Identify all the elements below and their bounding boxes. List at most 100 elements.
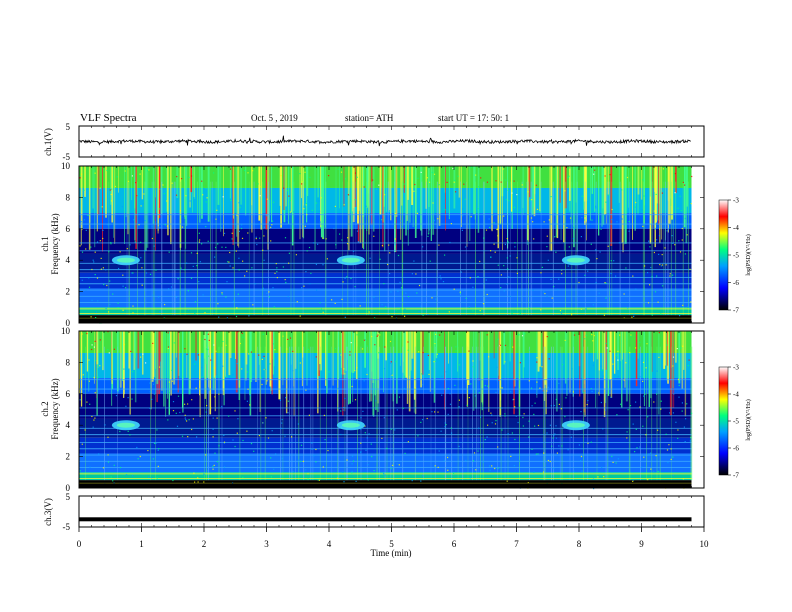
spectrogram-speckle <box>207 470 209 472</box>
spectrogram-speckle <box>143 193 145 195</box>
spectrogram-speckle <box>595 205 597 207</box>
time-tick-9: 9 <box>639 527 644 549</box>
spectrogram-speckle <box>633 315 635 317</box>
sferic-streak <box>435 331 438 359</box>
spectrogram-speckle <box>235 315 238 318</box>
spectrogram-speckle <box>458 445 460 447</box>
sferic-streak <box>594 166 596 212</box>
spectrogram-speckle <box>486 334 488 336</box>
spectrogram-speckle <box>659 228 661 230</box>
spectrogram-speckle <box>309 176 311 178</box>
spectrogram-speckle <box>384 194 386 196</box>
sferic-streak <box>587 346 589 481</box>
spectrogram-speckle <box>208 355 210 357</box>
spectrogram-speckle <box>632 275 634 277</box>
sferic-streak <box>366 166 369 208</box>
spectrogram-speckle <box>203 473 205 475</box>
spectrogram-speckle <box>381 437 383 439</box>
sferic-streak <box>128 181 130 316</box>
spectrogram-speckle <box>567 176 569 178</box>
spectrogram-speckle <box>338 407 340 409</box>
spectrogram-speckle <box>592 304 594 306</box>
time-tick-8: 8 <box>577 527 582 549</box>
sferic-streak <box>478 331 480 381</box>
spectrogram-speckle <box>658 332 660 334</box>
spectrogram-speckle <box>167 346 170 348</box>
sferic-streak <box>444 331 445 410</box>
sferic-streak <box>477 166 480 233</box>
sferic-streak <box>116 331 119 392</box>
spectrogram-speckle <box>256 244 258 246</box>
sferic-streak <box>354 166 357 207</box>
sferic-streak <box>414 166 417 238</box>
sferic-streak <box>342 181 343 316</box>
sferic-streak <box>344 346 346 481</box>
spectrogram-speckle <box>516 194 518 196</box>
sferic-streak <box>291 166 294 246</box>
spectrogram-speckle <box>404 308 406 310</box>
spectrogram-speckle <box>672 474 674 476</box>
spectrogram-speckle <box>665 264 667 266</box>
sferic-streak <box>430 346 432 481</box>
spectrogram-speckle <box>216 417 218 419</box>
spectrogram-speckle <box>612 461 614 463</box>
spectrogram-speckle <box>279 399 281 401</box>
time-tick-10: 10 <box>700 527 709 549</box>
spectrogram-speckle <box>149 382 151 384</box>
spectrogram-speckle <box>167 332 169 334</box>
spectrogram-speckle <box>308 414 310 416</box>
spectrogram-speckle <box>418 284 421 287</box>
sferic-streak <box>643 331 645 379</box>
sferic-streak <box>405 166 407 236</box>
spectrogram-speckle <box>403 183 405 185</box>
spectrogram-speckle <box>606 297 608 299</box>
date-label: Oct. 5 , 2019 <box>251 113 298 123</box>
spectrogram-speckle <box>187 290 189 292</box>
spectrogram-speckle <box>148 476 150 478</box>
sferic-streak <box>609 331 612 380</box>
spectrogram-speckle <box>369 257 371 259</box>
spectrogram-speckle <box>105 269 107 271</box>
sferic-streak <box>556 166 559 239</box>
spectrogram-speckle <box>632 479 634 481</box>
sferic-streak <box>128 331 130 369</box>
sferic-streak <box>123 331 125 398</box>
time-tick-6: 6 <box>452 527 457 549</box>
spectrogram-speckle <box>212 428 214 430</box>
spectrogram-speckle <box>199 261 201 263</box>
start-time-label: start UT = 17: 50: 1 <box>438 113 510 123</box>
spectrogram-speckle <box>262 287 264 289</box>
time-tick-label: 7 <box>514 539 519 549</box>
spectrogram-speckle <box>205 226 207 228</box>
spectrogram-speckle <box>429 260 431 262</box>
sferic-streak <box>80 331 83 407</box>
spectrogram-speckle <box>236 363 238 365</box>
spectrogram-speckle <box>187 309 189 311</box>
spectrogram-speckle <box>82 374 84 376</box>
spectrogram-speckle <box>79 470 81 472</box>
spectrogram-speckle <box>271 220 274 222</box>
spectrogram-speckle <box>557 288 559 291</box>
sferic-streak <box>584 331 586 417</box>
spectrogram-speckle <box>651 275 653 278</box>
sferic-streak <box>663 181 665 316</box>
spectrogram-speckle <box>263 259 265 261</box>
spectrogram-speckle <box>541 266 543 268</box>
sferic-streak <box>499 331 502 417</box>
spectrogram-speckle <box>312 242 315 244</box>
spectrogram-speckle <box>351 385 353 388</box>
spectrogram-speckle <box>494 423 497 425</box>
spectrogram-speckle <box>407 341 409 343</box>
spectrogram-speckle <box>236 214 238 216</box>
sferic-streak <box>513 331 515 415</box>
ch1-ytick-bottom: -5 <box>63 152 71 162</box>
spectrogram-speckle <box>379 334 381 336</box>
spectrogram-speckle <box>484 439 486 441</box>
spectrogram-speckle <box>416 212 419 214</box>
spectrogram-speckle <box>273 306 275 308</box>
freq-tick-label: 0 <box>66 483 71 493</box>
spectrogram-speckle <box>125 474 128 476</box>
spectrogram-speckle <box>606 311 609 314</box>
spectrogram-speckle <box>450 223 452 225</box>
